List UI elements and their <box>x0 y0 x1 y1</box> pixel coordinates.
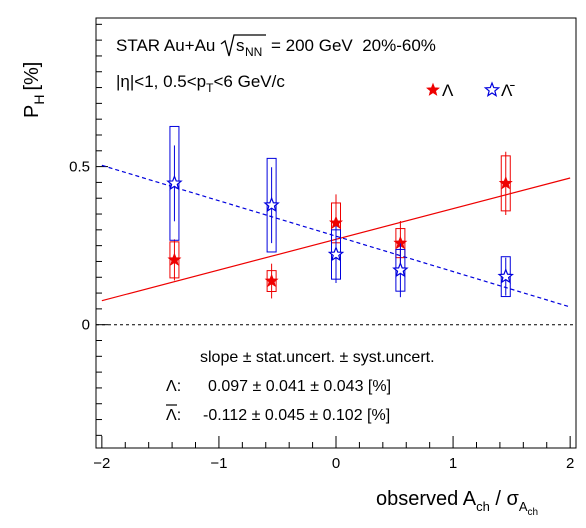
legend-lambda-marker <box>426 82 440 96</box>
stats-lambda-value: 0.097 ± 0.041 ± 0.043 [%] <box>208 378 391 395</box>
antilambda-point-marker <box>327 245 345 262</box>
stats-antilambda-value: -0.112 ± 0.045 ± 0.102 [%] <box>203 407 390 424</box>
y-tick-label: 0.5 <box>69 159 90 176</box>
legend-filled-star-icon <box>426 82 440 96</box>
data-points <box>166 125 514 299</box>
legend: Λ Λ̄ <box>426 81 515 100</box>
x-axis-title: observed Ach / σAch <box>376 488 538 518</box>
lambda-point-marker <box>498 176 513 190</box>
header-energy-centrality: = 200 GeV 20%-60% <box>271 36 436 55</box>
stats-header: slope ± stat.uncert. ± syst.uncert. <box>200 349 435 366</box>
header-line-2: |η|<1, 0.5<pT<6 GeV/c <box>116 72 285 95</box>
lambda-syst-error-box <box>500 155 511 212</box>
x-tick-label: −1 <box>210 455 227 472</box>
y-axis-title: PH[%] <box>21 62 47 118</box>
stats-antilambda-label: Λ: <box>166 407 181 424</box>
antilambda-point-marker <box>392 261 409 278</box>
header-sqrt-sub: NN <box>245 45 262 59</box>
x-tick-label: 0 <box>332 455 340 472</box>
x-tick-label: 1 <box>449 455 457 472</box>
antilambda-fit-line <box>101 164 571 308</box>
lambda-syst-error-box <box>266 270 277 292</box>
header-line-1: STAR Au+Au <box>116 36 215 55</box>
antilambda-point-marker <box>166 174 183 191</box>
x-tick-label: 2 <box>566 455 574 472</box>
header-sqrt-s: s <box>236 36 245 55</box>
y-tick-label: 0 <box>82 317 90 334</box>
axis-ticks <box>96 23 571 448</box>
legend-open-star-icon <box>483 81 501 98</box>
lambda-syst-error-box <box>169 241 180 279</box>
legend-lambda-label: Λ <box>442 81 454 100</box>
x-tick-label: −2 <box>93 455 110 472</box>
antilambda-point-marker <box>263 196 280 213</box>
antilambda-point-marker <box>497 267 514 284</box>
legend-antilambda-label: Λ̄ <box>501 81 515 100</box>
lambda-point-marker <box>264 273 279 287</box>
stats-lambda-label: Λ: <box>166 378 181 395</box>
lambda-point-marker <box>167 252 182 266</box>
tick-labels: −2 −1 0 1 2 0 0.5 <box>69 159 574 472</box>
lambda-point-marker <box>329 215 343 229</box>
sqrt-symbol <box>220 34 266 57</box>
legend-antilambda-marker <box>483 81 501 98</box>
